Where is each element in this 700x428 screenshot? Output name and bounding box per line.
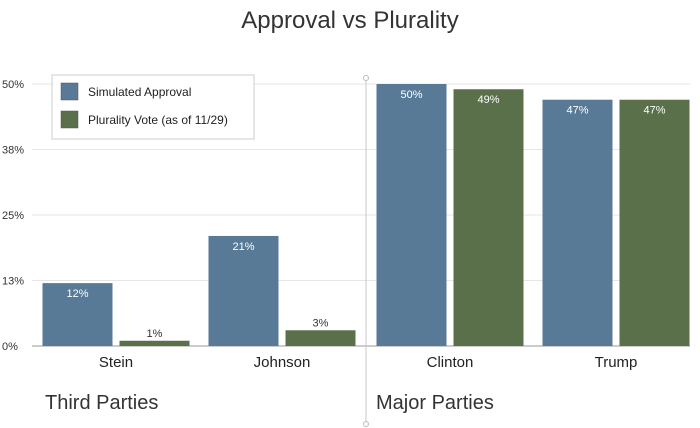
legend-swatch: [60, 110, 79, 129]
group-label: Third Parties: [45, 392, 158, 414]
category-label: Johnson: [254, 354, 311, 371]
bar-data-label: 1%: [147, 328, 163, 340]
bar-data-labels: 12% 1% 21% 3% 50% 49% 47% 47%: [66, 89, 665, 340]
y-axis-tick-labels: 0% 13% 25% 38% 50%: [2, 79, 24, 353]
y-tick-label: 13%: [2, 276, 24, 288]
plurality-bar: [619, 99, 690, 346]
bars: [42, 84, 690, 347]
bar-data-label: 49%: [477, 94, 499, 106]
plurality-bar: [453, 89, 524, 347]
category-label: Trump: [595, 354, 638, 371]
legend-label: Simulated Approval: [88, 85, 191, 99]
legend-box: [51, 74, 255, 140]
category-label: Clinton: [427, 354, 474, 371]
group-divider: [363, 75, 369, 427]
category-label: Stein: [99, 354, 133, 371]
divider-handle-top: [363, 75, 369, 81]
y-tick-label: 50%: [2, 79, 24, 91]
approval-bar: [208, 235, 279, 346]
chart-title: Approval vs Plurality: [241, 7, 458, 34]
y-tick-label: 0%: [2, 341, 18, 353]
bar-data-label: 47%: [643, 105, 665, 117]
category-labels: Stein Johnson Clinton Trump: [99, 354, 637, 371]
legend-swatch: [60, 82, 79, 101]
bar-data-label: 47%: [566, 105, 588, 117]
approval-bar: [42, 283, 113, 346]
y-tick-label: 38%: [2, 145, 24, 157]
approval-bar: [542, 99, 613, 346]
group-label: Major Parties: [376, 392, 494, 414]
bar-data-label: 12%: [66, 288, 88, 300]
plurality-bar: [285, 330, 356, 346]
bar-data-label: 3%: [313, 317, 329, 329]
y-tick-label: 25%: [2, 210, 24, 222]
divider-handle-bottom: [363, 421, 369, 427]
bar-data-label: 50%: [400, 89, 422, 101]
bar-data-label: 21%: [232, 241, 254, 253]
legend-label: Plurality Vote (as of 11/29): [88, 113, 228, 127]
approval-bar: [376, 84, 447, 346]
plurality-bar: [119, 340, 190, 346]
group-labels: Third Parties Major Parties: [45, 392, 494, 414]
legend: Simulated Approval Plurality Vote (as of …: [51, 74, 255, 140]
